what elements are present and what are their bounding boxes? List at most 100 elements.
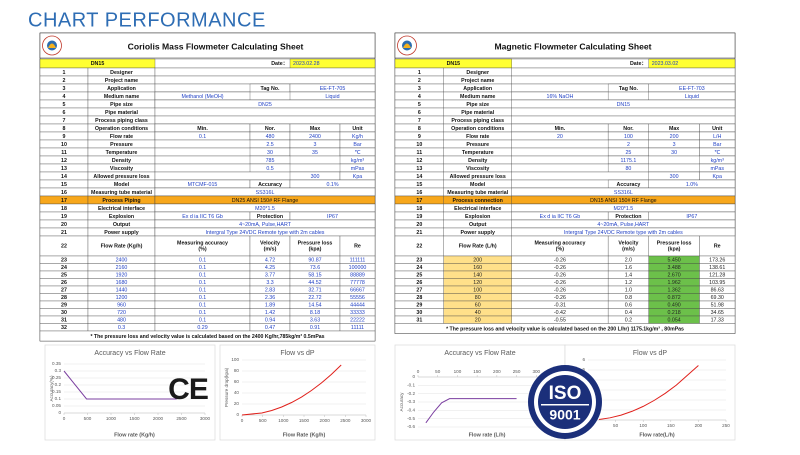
table-value: 0.1 [199,303,206,309]
table-row-number: 24 [61,265,67,271]
table-value: 2160 [116,265,128,271]
x-axis-title: Flow rate (Kg/h) [114,432,155,438]
chart-title: Flow vs dP [280,350,315,357]
row-number: 20 [416,222,422,228]
row-value: 300 [670,174,679,180]
table-header: Flow Rate (Kg/h) [101,243,143,249]
row-number: 19 [61,214,67,220]
x-tick-label: 250 [722,423,730,428]
table-value: 1680 [116,280,128,286]
table-header: (m/s) [264,247,277,253]
table-value: 120 [473,280,482,286]
table-row-number: 27 [416,288,422,294]
y-tick-label: -0.3 [407,399,415,404]
row-label: Application [107,86,136,92]
table-value: 0.4 [625,310,632,316]
row-label: Electrical interface [454,206,501,212]
row-value: SS316L [256,190,275,196]
row-value: DN25 ANSI 150# RF Flange [232,198,299,204]
date: 2023.03.02 [652,61,679,67]
row-label: Process piping class [95,118,148,124]
row-value: L/H [713,134,721,140]
table-value: 8.18 [310,310,320,316]
table-value: 66667 [350,288,365,294]
table-row-number: 22 [416,243,422,249]
table-value: -0.31 [554,303,566,309]
row-value: Protection [615,214,641,220]
table-value: 88889 [350,273,365,279]
row-value: Min. [555,126,566,132]
row-number: 1 [63,70,66,76]
row-number: 15 [61,182,67,188]
row-label: Flow rate [466,134,489,140]
x-tick-label: 0 [417,369,420,374]
chart-frame [219,344,376,441]
table-value: 138.61 [709,265,725,271]
x-axis-title: Flow rate (L/h) [469,432,506,438]
row-number: 8 [63,126,66,132]
table-row-number: 28 [416,295,422,301]
row-value: DN25 [258,102,272,108]
row-value: Intergral Type 24VDC Remote type with 2m… [564,230,683,236]
table-value: 69.30 [711,295,724,301]
y-axis-title: Accuracy(%) [49,375,54,402]
x-tick-label: 2500 [176,416,187,421]
row-value: 0.1% [326,182,338,188]
row-number: 7 [418,118,421,124]
table-value: 3.63 [310,318,320,324]
table-header: Measuring accuracy [177,240,228,246]
y-tick-label: 0.25 [52,375,61,380]
row-number: 21 [416,230,422,236]
table-value: 58.15 [308,273,321,279]
cell [511,115,736,125]
table-value: 1440 [116,288,128,294]
y-tick-label: 0.1 [55,396,62,401]
ce-mark: CE [168,373,208,406]
title-block [39,32,376,59]
chart-title: Flow vs dP [633,350,668,357]
table-value: 2.83 [265,288,275,294]
y-axis-title: Pressure drop(kpa) [224,367,229,407]
row-value: 30 [267,150,273,156]
row-label: Pressure [110,142,133,148]
row-value: Accuracy [617,182,641,188]
row-label: Allowed pressure loss [93,174,149,180]
row-value: Bar [353,142,361,148]
table-row-number: 30 [416,310,422,316]
y-tick-label: -0.2 [407,391,415,396]
table-header: (kpa) [668,247,681,253]
row-value: Accuracy [258,182,282,188]
table-value: 0.054 [667,318,680,324]
x-tick-label: 150 [473,369,481,374]
row-value: M20*1.5 [613,206,633,212]
table-value: 20 [475,318,481,324]
row-label: Pipe material [461,110,495,116]
row-value: 4~20mA, Pulse,HART [597,222,650,228]
table-row-number: 25 [61,273,67,279]
row-label: Medium name [104,94,139,100]
row-value: Liquid [325,94,339,100]
row-number: 16 [61,190,67,196]
table-value: 40 [475,310,481,316]
table-row-number: 22 [61,243,67,249]
row-number: 11 [417,150,423,156]
table-value: 0.1 [199,273,206,279]
row-number: 1 [418,70,421,76]
row-number: 16 [416,190,422,196]
x-tick-label: 1500 [129,416,140,421]
x-tick-label: 2500 [340,418,351,423]
y-tick-label: 40 [234,390,240,395]
row-value: 100 [624,134,633,140]
row-value: Tag No. [619,86,639,92]
row-value: Kg/h [352,134,363,140]
table-value: 3.77 [265,273,275,279]
row-value: Max [310,126,320,132]
table-value: 0.6 [625,303,632,309]
date-label: Date： [271,61,288,67]
row-number: 13 [416,166,422,172]
row-value: Unit [352,126,363,132]
row-number: 14 [416,174,422,180]
row-number: 17 [416,198,422,204]
row-label: Designer [466,70,489,76]
row-value: Tag No. [260,86,280,92]
